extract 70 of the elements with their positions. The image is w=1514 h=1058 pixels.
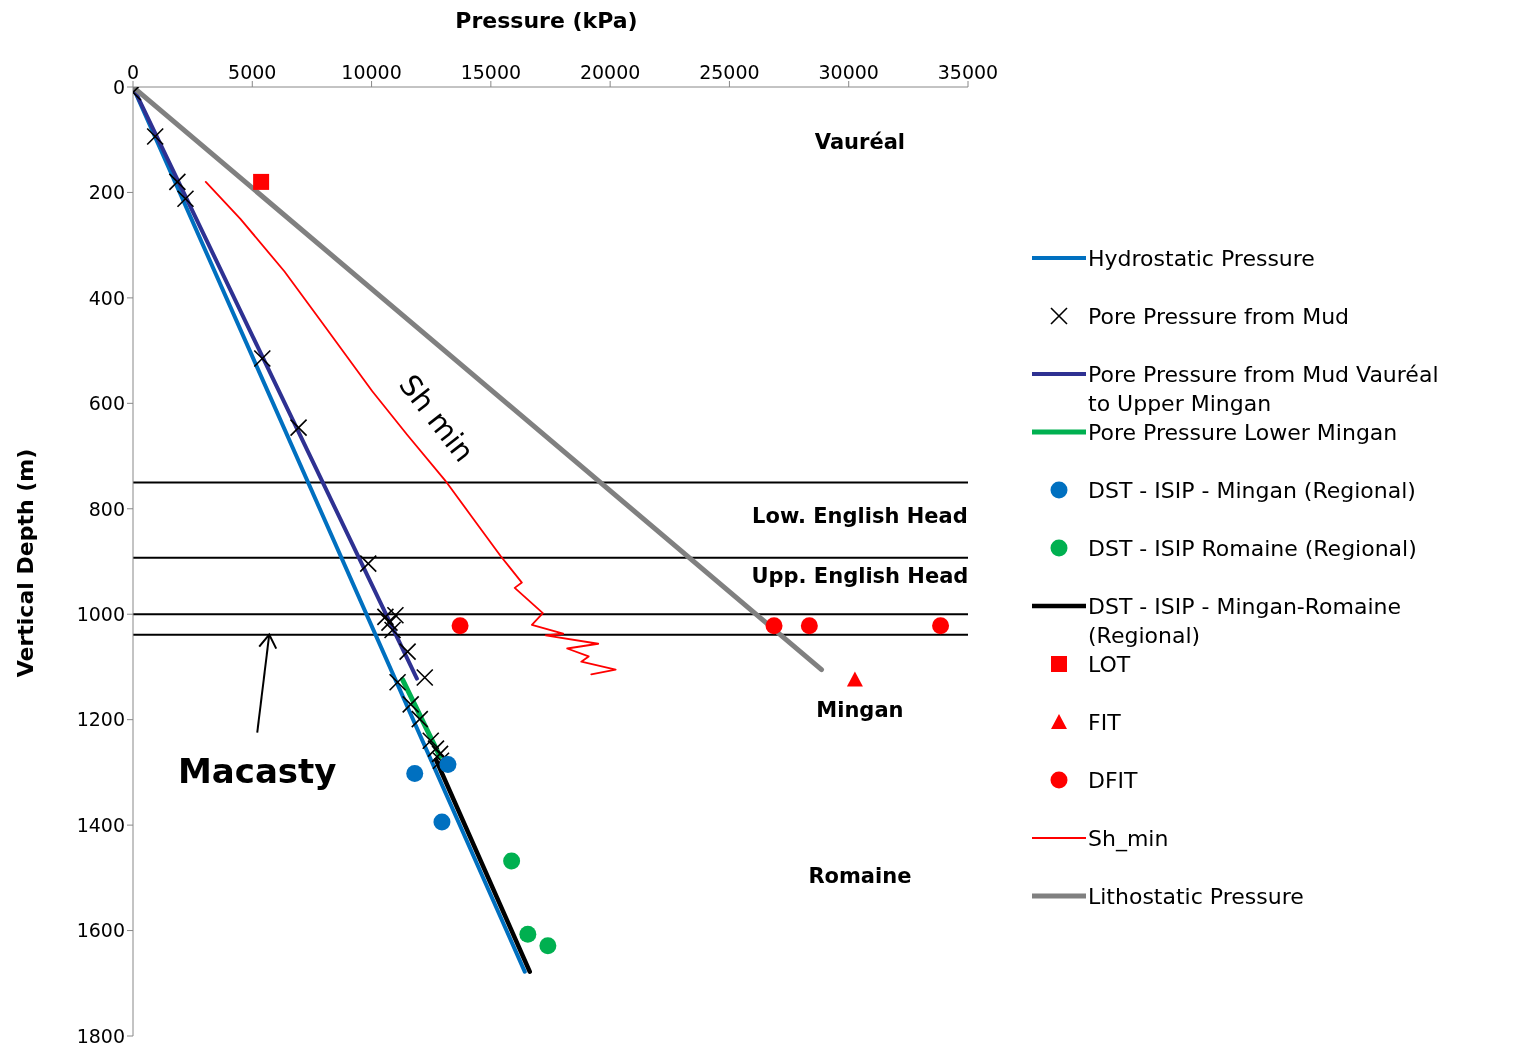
x-tick-label: 5000: [228, 61, 277, 83]
point: [398, 642, 417, 661]
point: [380, 613, 399, 632]
point: [431, 745, 449, 763]
point: [388, 673, 407, 692]
point: [433, 813, 451, 831]
x-tick-label: 30000: [818, 61, 879, 83]
y-tick-label: 1200: [76, 708, 125, 731]
y-tick-label: 200: [88, 181, 125, 204]
point: [410, 710, 429, 728]
point: [253, 173, 270, 190]
legend-label: DST - ISIP - Mingan-Romaine (Regional): [1088, 593, 1403, 650]
legend-label: DFIT: [1088, 767, 1138, 795]
y-tick-label: 600: [88, 392, 125, 415]
legend-label: DST - ISIP - Mingan (Regional): [1088, 477, 1416, 505]
annotation: Romaine: [808, 863, 912, 888]
point: [253, 349, 272, 368]
y-tick-label: 1400: [76, 813, 125, 836]
point: [176, 189, 195, 208]
legend-label: LOT: [1088, 651, 1131, 679]
point: [289, 418, 308, 437]
point: [427, 739, 445, 758]
point: [846, 671, 863, 687]
legend-label: DST - ISIP Romaine (Regional): [1088, 535, 1417, 563]
y-tick-label: 1800: [76, 1024, 125, 1047]
annotation: Vauréal: [814, 130, 906, 155]
y-tick-label: 1000: [76, 602, 125, 625]
point: [539, 937, 557, 955]
point: [421, 731, 440, 750]
point: [765, 617, 783, 635]
legend-label: Hydrostatic Pressure: [1088, 245, 1315, 273]
point: [168, 173, 187, 191]
point: [451, 617, 469, 635]
legend-label: Pore Pressure Lower Mingan: [1088, 419, 1398, 447]
annotation: Upp. English Head: [751, 564, 969, 589]
annotation: Sh min: [392, 368, 482, 469]
legend-label: Sh_min: [1088, 825, 1169, 853]
point: [800, 617, 818, 635]
annotation: Macasty: [177, 750, 337, 791]
x-tick-label: 20000: [579, 61, 641, 83]
y-tick-label: 800: [88, 497, 125, 520]
legend-label: FIT: [1088, 709, 1121, 737]
y-tick-label: 0: [112, 75, 125, 98]
x-tick-label: 25000: [699, 61, 760, 83]
x-tick-label: 0: [126, 61, 140, 83]
x-tick-label: 15000: [460, 61, 522, 83]
point: [359, 554, 378, 573]
point: [386, 606, 405, 625]
annotation: Mingan: [816, 698, 904, 723]
point: [376, 608, 395, 626]
x-tick-label: 10000: [341, 61, 402, 83]
y-tick-label: 400: [88, 286, 125, 309]
point: [383, 621, 402, 639]
point: [406, 764, 424, 782]
y-axis-title: Vertical Depth (m): [13, 447, 39, 680]
point: [401, 695, 420, 714]
x-tick-label: 35000: [937, 61, 999, 83]
legend-label: Lithostatic Pressure: [1088, 883, 1304, 911]
annotation: Low. English Head: [752, 504, 968, 529]
y-tick-label: 1600: [76, 919, 125, 942]
x-axis-title: Pressure (kPa): [454, 8, 639, 33]
point: [146, 127, 164, 146]
line-series: [204, 181, 617, 676]
legend-label: Pore Pressure from Mud: [1088, 303, 1350, 331]
point: [439, 755, 457, 773]
point: [503, 852, 521, 870]
legend-label: Pore Pressure from Mud Vauréal to Upper Mingan: [1088, 361, 1440, 418]
point: [519, 925, 537, 943]
point: [415, 668, 434, 687]
point: [932, 617, 950, 635]
